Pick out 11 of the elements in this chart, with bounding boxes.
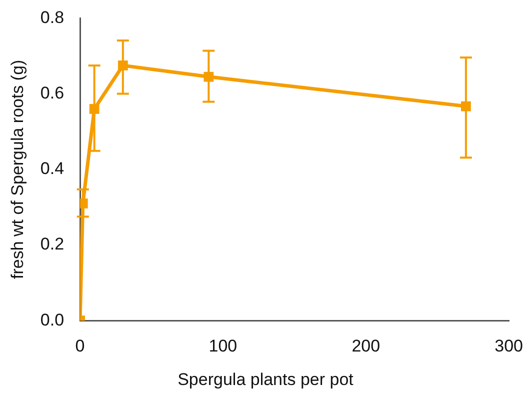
y-tick-label: 0.6 <box>40 83 64 102</box>
y-tick-label: 0.2 <box>40 234 64 254</box>
y-tick-label: 0.8 <box>40 8 64 27</box>
x-tick-label: 200 <box>352 336 380 356</box>
x-tick-label: 100 <box>208 336 238 356</box>
x-tick-label: 0 <box>75 336 85 356</box>
y-axis-title: fresh wt of Spergula roots (g) <box>8 60 27 280</box>
y-tick-label: 0.4 <box>40 159 64 178</box>
x-tick-label: 300 <box>494 336 524 356</box>
y-tick-label: 0.0 <box>40 310 64 330</box>
x-axis-title: Spergula plants per pot <box>176 370 354 390</box>
